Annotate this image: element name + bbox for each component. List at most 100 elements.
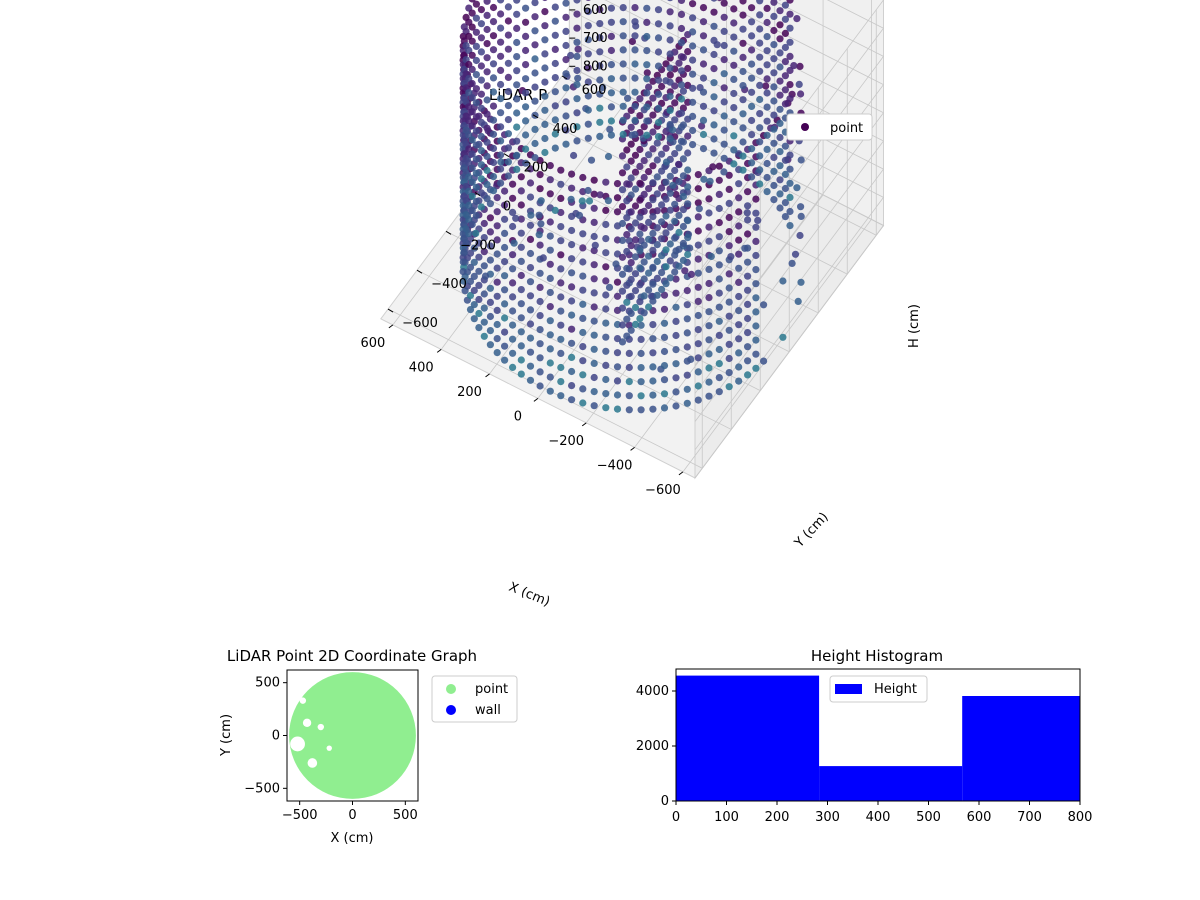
data-point: [508, 279, 517, 287]
data-point: [739, 82, 747, 90]
data-point: [536, 241, 544, 249]
data-point: [788, 259, 796, 267]
x-tick: [485, 373, 490, 378]
data-point: [715, 289, 723, 297]
data-point: [590, 303, 598, 311]
data-point: [557, 180, 565, 188]
data-point: [770, 196, 778, 204]
data-point: [720, 140, 728, 148]
data-point: [631, 303, 640, 312]
data-point: [472, 0, 480, 8]
data-point: [483, 40, 491, 48]
data-point: [700, 175, 708, 183]
data-point: [679, 87, 688, 95]
data-point: [649, 297, 657, 305]
data-point: [699, 130, 708, 139]
data-point: [513, 81, 521, 89]
data-point: [579, 371, 587, 379]
data-point: [546, 303, 554, 311]
data-point: [501, 187, 509, 195]
data-point: [470, 286, 478, 295]
data-point: [643, 61, 651, 69]
data-point: [584, 78, 592, 86]
data-point: [493, 335, 501, 343]
data-point: [546, 260, 554, 268]
data-point: [504, 102, 512, 110]
data-point: [763, 188, 771, 196]
data-point: [671, 268, 679, 276]
data-point: [735, 208, 743, 216]
data-point: [568, 339, 576, 347]
data-point: [631, 287, 640, 295]
data-point: [483, 68, 491, 76]
data-point: [590, 190, 598, 198]
data-point: [489, 46, 498, 54]
data-point: [645, 269, 653, 277]
data-point: [660, 390, 669, 398]
y-tick-label: 200: [524, 161, 549, 176]
data-point: [627, 275, 635, 284]
data-point: [468, 108, 476, 116]
data-point: [649, 145, 657, 153]
data-point: [578, 197, 586, 205]
data-point: [579, 258, 587, 266]
data-point: [468, 192, 476, 200]
data-point: [536, 297, 544, 306]
data-point: [596, 62, 604, 70]
data-point: [653, 190, 661, 198]
data-point: [643, 75, 651, 83]
data-point: [517, 243, 525, 251]
data-point: [744, 258, 752, 266]
data-point: [627, 326, 635, 334]
data-point: [568, 396, 576, 404]
data-point: [501, 328, 509, 336]
data-point: [508, 265, 517, 273]
data-point: [613, 292, 622, 300]
data-point: [705, 223, 713, 231]
data-point: [679, 222, 688, 231]
data-point: [486, 214, 494, 222]
data-point: [537, 197, 545, 205]
data-point: [679, 192, 688, 201]
data-point: [546, 218, 554, 226]
data-point: [739, 67, 747, 76]
data-point: [776, 49, 784, 57]
data-point: [683, 385, 691, 393]
data-point: [675, 211, 683, 219]
data-point: [579, 244, 587, 252]
data-point: [649, 405, 657, 413]
data-point: [636, 298, 644, 306]
data-point: [675, 245, 683, 253]
data-point: [666, 257, 674, 265]
data-point: [546, 288, 554, 297]
data-point: [596, 5, 604, 14]
data-point: [584, 134, 592, 142]
x-tick-label: 600: [360, 336, 385, 351]
data-point: [541, 78, 549, 86]
data-point: [756, 25, 764, 33]
data-point: [710, 36, 718, 45]
data-point: [662, 178, 670, 186]
data-point: [786, 24, 794, 32]
data-point: [760, 301, 768, 309]
data-point: [557, 307, 565, 315]
data-point: [658, 201, 666, 209]
x-tick-label: 700: [1017, 810, 1042, 825]
data-point: [472, 212, 480, 220]
legend-height-label: Height: [874, 682, 917, 697]
data-point: [472, 141, 480, 149]
data-point: [613, 391, 622, 399]
data-point: [752, 209, 760, 217]
data-point: [694, 199, 702, 207]
data-point: [710, 0, 718, 2]
data-point: [684, 149, 692, 157]
data-point: [623, 264, 631, 272]
data-point: [667, 0, 673, 2]
data-point: [579, 173, 587, 182]
data-point: [706, 177, 714, 185]
data-point: [472, 85, 480, 93]
data-point: [660, 376, 669, 384]
data-point: [781, 142, 790, 150]
data-point: [483, 124, 491, 132]
data-point: [579, 300, 587, 308]
